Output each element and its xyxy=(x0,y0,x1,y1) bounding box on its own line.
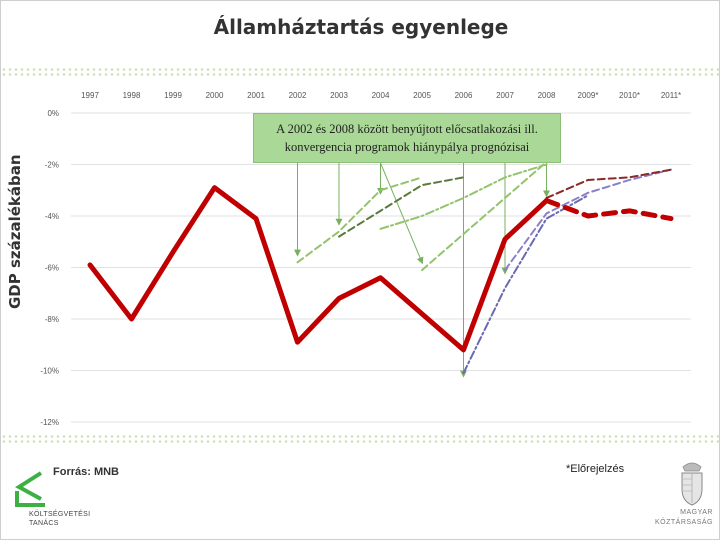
forecast-footnote: *Előrejelzés xyxy=(566,463,625,475)
series-program-2007 xyxy=(504,168,672,272)
x-tick-label: 2001 xyxy=(247,91,265,100)
x-tick-label: 2009* xyxy=(578,91,599,100)
annotation-box: A 2002 és 2008 között benyújtott előcsat… xyxy=(253,113,561,163)
slide-title: Államháztartás egyenlege xyxy=(213,15,509,39)
crest-text-line-1: MAGYAR xyxy=(680,509,713,516)
decorative-dot-band-top xyxy=(1,67,720,77)
x-tick-label: 2005 xyxy=(413,91,431,100)
y-tick-label: -4% xyxy=(45,212,59,221)
decorative-dot-band-bottom xyxy=(1,434,720,444)
y-axis-label: GDP százalékában xyxy=(6,154,24,309)
budget-council-logo-icon xyxy=(15,471,45,507)
x-tick-label: 1998 xyxy=(123,91,141,100)
source-note: Forrás: MNB xyxy=(53,466,120,478)
y-tick-label: -2% xyxy=(45,161,59,170)
x-tick-label: 2007 xyxy=(496,91,514,100)
y-tick-label: -10% xyxy=(40,367,59,376)
series-program-2004 xyxy=(379,163,548,230)
y-tick-label: -8% xyxy=(45,315,59,324)
logo-left-text-line-2: TANÁCS xyxy=(29,520,59,527)
budget-council-logo-text: KÖLTSÉGVETÉSI TANÁCS xyxy=(29,510,90,528)
x-tick-label: 1997 xyxy=(81,91,99,100)
x-tick-label: 2002 xyxy=(289,91,307,100)
y-tick-label: -6% xyxy=(45,264,59,273)
y-tick-label: -12% xyxy=(40,418,59,427)
x-tick-label: 1999 xyxy=(164,91,182,100)
series-program-2008 xyxy=(545,168,672,199)
x-tick-label: 2004 xyxy=(372,91,390,100)
series-actual-forecast xyxy=(544,198,674,222)
x-tick-label: 2003 xyxy=(330,91,348,100)
coat-of-arms-text: MAGYAR KÖZTÁRSASÁG xyxy=(613,508,713,528)
annotation-arrow xyxy=(380,162,424,265)
crest-text-line-2: KÖZTÁRSASÁG xyxy=(654,519,713,526)
coat-of-arms-icon xyxy=(681,462,703,506)
series-program-2002 xyxy=(296,176,423,264)
x-tick-label: 2011* xyxy=(661,91,681,100)
x-tick-label: 2000 xyxy=(206,91,224,100)
series-program-2005 xyxy=(421,160,548,272)
annotation-line-2: konvergencia programok hiánypálya prognó… xyxy=(284,140,530,154)
x-tick-label: 2010* xyxy=(619,91,640,100)
x-tick-label: 2008 xyxy=(538,91,556,100)
annotation-line-1: A 2002 és 2008 között benyújtott előcsat… xyxy=(276,122,538,136)
series-actual xyxy=(87,185,549,353)
y-tick-label: 0% xyxy=(47,109,59,118)
logo-left-text-line-1: KÖLTSÉGVETÉSI xyxy=(29,511,91,518)
series-program-2003 xyxy=(338,176,465,238)
x-tick-label: 2006 xyxy=(455,91,473,100)
